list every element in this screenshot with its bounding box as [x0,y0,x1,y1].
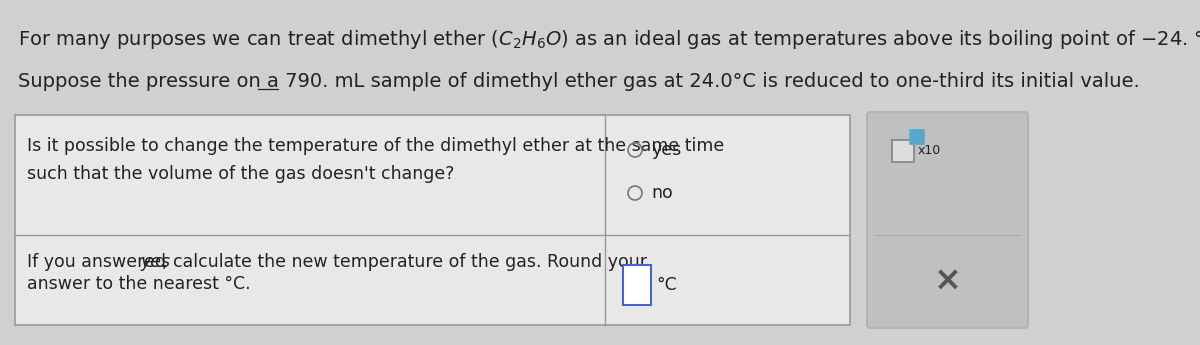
Text: If you answered: If you answered [28,253,172,271]
FancyBboxPatch shape [892,140,914,162]
Text: answer to the nearest °C.: answer to the nearest °C. [28,275,251,293]
Text: yes: yes [650,141,682,159]
FancyBboxPatch shape [623,265,650,305]
Text: ×: × [934,264,961,296]
Text: °C: °C [656,276,677,294]
FancyBboxPatch shape [910,130,924,144]
Text: Is it possible to change the temperature of the dimethyl ether at the same time
: Is it possible to change the temperature… [28,137,725,183]
FancyBboxPatch shape [866,112,1028,328]
FancyBboxPatch shape [14,115,850,325]
Text: , calculate the new temperature of the gas. Round your: , calculate the new temperature of the g… [162,253,647,271]
Text: Suppose the pressure on a 790. mL sample of dimethyl ether gas at 24.0°C is redu: Suppose the pressure on a 790. mL sample… [18,72,1140,91]
Text: For many purposes we can treat dimethyl ether $(C_2H_6O)$ as an ideal gas at tem: For many purposes we can treat dimethyl … [18,28,1200,51]
Text: yes: yes [140,253,170,271]
Text: x10: x10 [918,145,941,158]
Text: no: no [650,184,673,202]
